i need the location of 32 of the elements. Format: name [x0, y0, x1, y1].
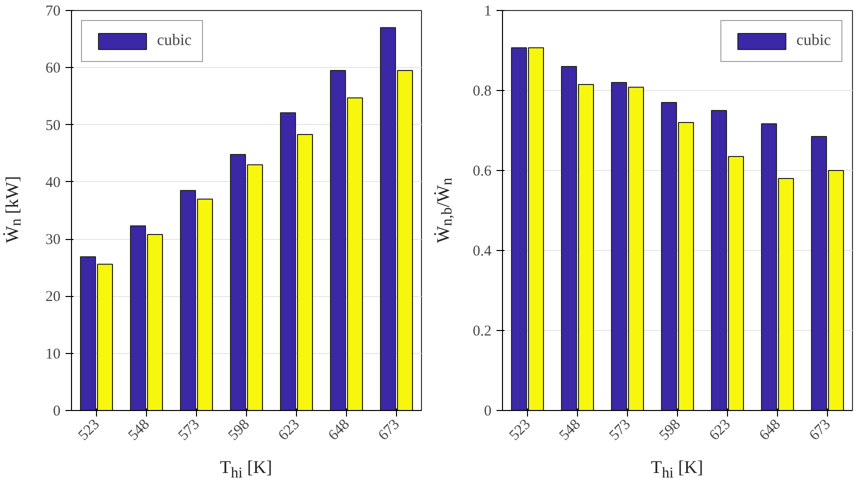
legend-label: cubic: [796, 32, 831, 50]
y-tick-label: 30: [46, 232, 60, 248]
x-tick-label: 673: [806, 416, 834, 444]
x-tick-label: 648: [326, 416, 353, 444]
x-tick-label: 548: [126, 416, 153, 444]
x-tick-label: 573: [606, 416, 634, 444]
x-tick-label: 598: [656, 416, 684, 444]
y-tick-label: 40: [46, 174, 60, 191]
y-tick-label: 70: [46, 4, 60, 20]
x-tick-label: 573: [176, 416, 203, 444]
y-tick-label: 20: [46, 289, 60, 306]
y-tick-label: 10: [46, 346, 60, 362]
y-tick-label: 1: [484, 4, 492, 20]
x-tick-label: 648: [756, 416, 784, 444]
x-axis-title: T$_{hi}$ [K]: [650, 456, 704, 484]
x-tick-label: 623: [706, 416, 734, 444]
x-tick-label: 673: [376, 416, 403, 444]
y-tick-label: 50: [46, 118, 60, 134]
x-tick-label: 523: [76, 416, 103, 444]
y-tick-label: 0: [53, 404, 60, 420]
x-tick-label: 623: [276, 416, 303, 444]
y-tick-label: 0.8: [472, 84, 492, 100]
y-tick-label: 0.6: [472, 164, 492, 180]
y-tick-label: 60: [46, 60, 60, 77]
y-tick-label: 0.2: [472, 324, 492, 340]
x-tick-label: 523: [506, 416, 534, 444]
legend-label: cubic: [157, 32, 192, 50]
x-axis-title: T$_{hi}$ [K]: [220, 456, 272, 484]
x-tick-label: 548: [556, 416, 584, 444]
y-tick-label: 0.4: [472, 244, 492, 260]
y-tick-label: 0: [484, 404, 492, 420]
x-tick-label: 598: [226, 416, 253, 444]
